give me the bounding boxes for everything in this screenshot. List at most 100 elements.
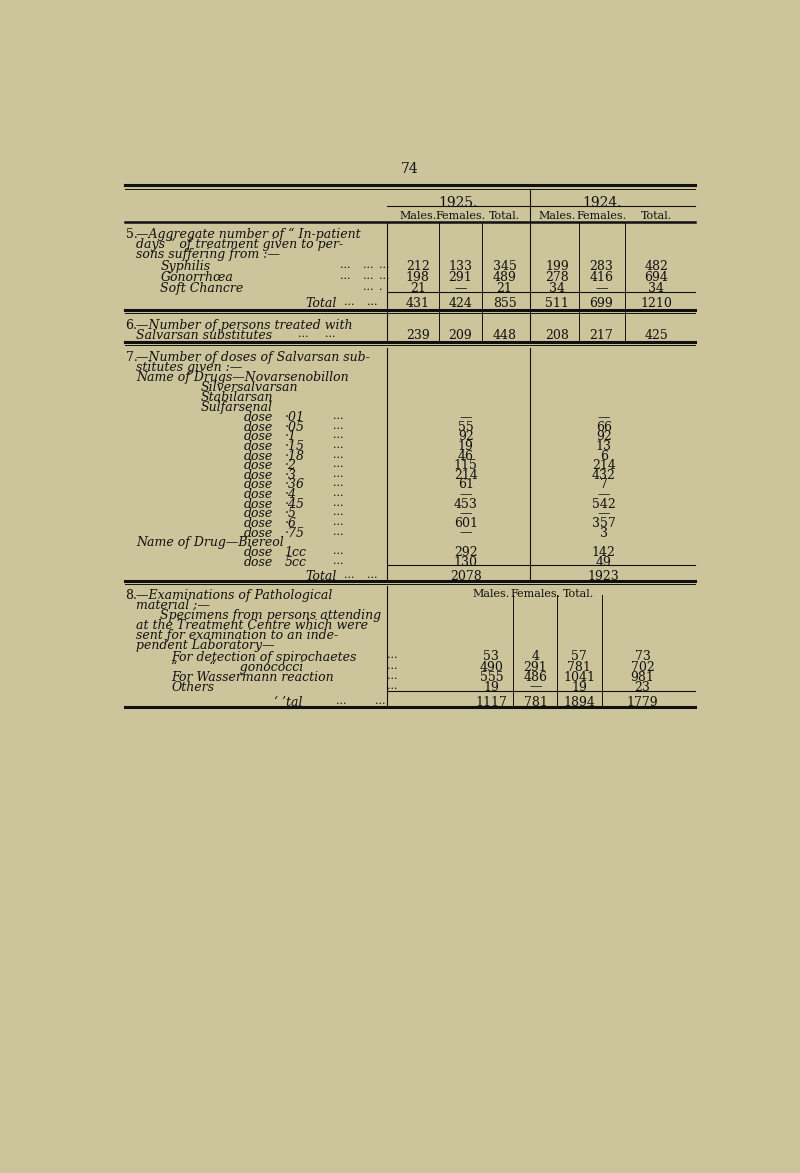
Text: 214: 214 [454, 469, 478, 482]
Text: For Wassermann reaction: For Wassermann reaction [171, 671, 334, 684]
Text: ·1: ·1 [285, 430, 297, 443]
Text: dose: dose [243, 411, 273, 423]
Text: 453: 453 [454, 497, 478, 510]
Text: 66: 66 [596, 421, 612, 434]
Text: sent for examination to an inde-: sent for examination to an inde- [137, 629, 338, 642]
Text: ...: ... [333, 497, 343, 508]
Text: 92: 92 [458, 430, 474, 443]
Text: ...: ... [333, 488, 343, 499]
Text: ...: ... [367, 570, 378, 579]
Text: dose: dose [243, 527, 273, 540]
Text: dose: dose [243, 469, 273, 482]
Text: 781: 781 [567, 660, 591, 673]
Text: dose: dose [243, 507, 273, 521]
Text: ...: ... [379, 260, 390, 270]
Text: 34: 34 [550, 282, 566, 294]
Text: 424: 424 [449, 297, 472, 310]
Text: Females.: Females. [435, 211, 486, 221]
Text: ...: ... [386, 680, 398, 691]
Text: 486: 486 [523, 671, 547, 684]
Text: ·5: ·5 [285, 507, 297, 521]
Text: 345: 345 [493, 260, 517, 273]
Text: Specimens from persons attending: Specimens from persons attending [161, 609, 382, 622]
Text: material :—: material :— [137, 599, 210, 612]
Text: 19: 19 [458, 440, 474, 453]
Text: 482: 482 [645, 260, 668, 273]
Text: ·01: ·01 [285, 411, 305, 423]
Text: —Aggregate number of “ In-patient: —Aggregate number of “ In-patient [137, 228, 361, 240]
Text: 489: 489 [493, 271, 517, 284]
Text: —: — [459, 507, 472, 521]
Text: 49: 49 [596, 556, 612, 569]
Text: ...: ... [333, 440, 343, 450]
Text: 133: 133 [448, 260, 472, 273]
Text: 1117: 1117 [475, 696, 507, 708]
Text: 73: 73 [634, 651, 650, 664]
Text: Gonorrhœa: Gonorrhœa [161, 271, 234, 284]
Text: 2078: 2078 [450, 570, 482, 583]
Text: —Number of doses of Salvarsan sub-: —Number of doses of Salvarsan sub- [137, 351, 370, 364]
Text: at the Treatment Centre which were: at the Treatment Centre which were [137, 619, 369, 632]
Text: Males.: Males. [399, 211, 436, 221]
Text: 1923: 1923 [588, 570, 620, 583]
Text: ...: ... [325, 330, 335, 339]
Text: 92: 92 [596, 430, 612, 443]
Text: 448: 448 [493, 330, 517, 343]
Text: 212: 212 [406, 260, 430, 273]
Text: ...: ... [333, 469, 343, 479]
Text: dose: dose [243, 430, 273, 443]
Text: Total: Total [306, 297, 337, 310]
Text: dose: dose [243, 459, 273, 473]
Text: ·18: ·18 [285, 449, 305, 462]
Text: 13: 13 [596, 440, 612, 453]
Text: Syphilis: Syphilis [161, 260, 210, 273]
Text: 19: 19 [571, 680, 587, 693]
Text: ·45: ·45 [285, 497, 305, 510]
Text: 283: 283 [590, 260, 614, 273]
Text: ...: ... [344, 297, 354, 307]
Text: 6: 6 [600, 449, 608, 462]
Text: ...: ... [340, 271, 350, 280]
Text: 115: 115 [454, 459, 478, 473]
Text: dose: dose [243, 517, 273, 530]
Text: Salvarsan substitutes: Salvarsan substitutes [137, 330, 273, 343]
Text: dose: dose [243, 440, 273, 453]
Text: Name of Drug—Biereol: Name of Drug—Biereol [137, 536, 284, 549]
Text: 199: 199 [546, 260, 569, 273]
Text: .: . [379, 282, 382, 292]
Text: ...: ... [333, 411, 343, 421]
Text: 209: 209 [449, 330, 472, 343]
Text: 1779: 1779 [626, 696, 658, 708]
Text: 781: 781 [524, 696, 547, 708]
Text: —Number of persons treated with: —Number of persons treated with [137, 319, 353, 332]
Text: sons suffering from :—: sons suffering from :— [137, 248, 281, 260]
Text: 1041: 1041 [563, 671, 595, 684]
Text: 1210: 1210 [641, 297, 672, 310]
Text: ·4: ·4 [285, 488, 297, 501]
Text: 357: 357 [592, 517, 616, 530]
Text: 694: 694 [645, 271, 668, 284]
Text: 7.: 7. [126, 351, 138, 364]
Text: 555: 555 [479, 671, 503, 684]
Text: Stabilarsan: Stabilarsan [201, 391, 274, 404]
Text: 292: 292 [454, 547, 478, 560]
Text: dose: dose [243, 488, 273, 501]
Text: —: — [459, 488, 472, 501]
Text: 699: 699 [590, 297, 614, 310]
Text: ...: ... [333, 556, 343, 565]
Text: 142: 142 [592, 547, 616, 560]
Text: For detection of spirochaetes: For detection of spirochaetes [171, 651, 357, 664]
Text: 5.: 5. [126, 228, 138, 240]
Text: 981: 981 [630, 671, 654, 684]
Text: ...: ... [336, 696, 347, 706]
Text: 5cc: 5cc [285, 556, 306, 569]
Text: 7: 7 [600, 479, 608, 491]
Text: 1924.: 1924. [582, 196, 622, 210]
Text: ...: ... [333, 459, 343, 469]
Text: Soft Chancre: Soft Chancre [161, 282, 244, 294]
Text: 217: 217 [590, 330, 614, 343]
Text: —: — [459, 411, 472, 423]
Text: ...: ... [333, 527, 343, 536]
Text: 53: 53 [483, 651, 499, 664]
Text: ·6: ·6 [285, 517, 297, 530]
